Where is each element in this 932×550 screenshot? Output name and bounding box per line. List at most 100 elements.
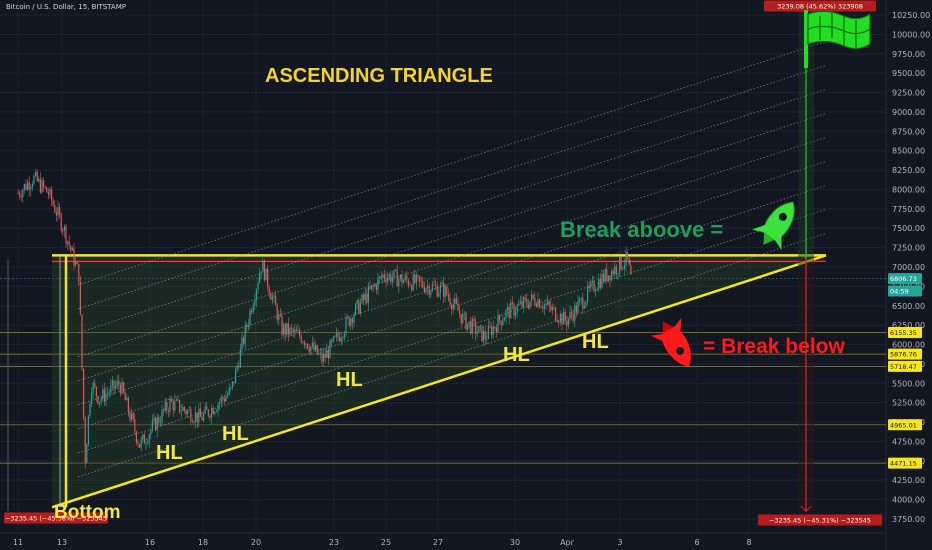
candle-body — [551, 307, 553, 311]
candle-body — [129, 412, 131, 420]
candle-body — [23, 184, 25, 190]
candle-body — [180, 410, 182, 412]
candle-body — [340, 337, 342, 341]
candle-body — [435, 285, 437, 286]
chart-title: ASCENDING TRIANGLE — [265, 65, 493, 87]
candle-body — [87, 415, 89, 445]
candle-body — [294, 329, 296, 333]
price-tag: 5876.76 — [890, 351, 917, 359]
candle-body — [110, 385, 112, 393]
candle-body — [116, 380, 118, 386]
candle-body — [444, 285, 446, 297]
candle-body — [118, 380, 120, 385]
measure-down-tag: −3235.45 (−45.31%) −323545 — [769, 517, 871, 525]
candle-body — [382, 274, 384, 278]
candle-body — [553, 307, 555, 309]
ascending-triangle — [51, 254, 827, 509]
candle-body — [507, 307, 509, 311]
y-tick-label: 7750.00 — [892, 205, 925, 214]
x-tick-label: 8 — [746, 538, 751, 547]
candle-body — [28, 182, 30, 190]
candle-body — [171, 398, 173, 402]
candle-body — [315, 345, 317, 351]
candle-body — [583, 306, 585, 309]
candle-body — [555, 307, 557, 321]
horizontal-levels — [0, 278, 886, 464]
candle-body — [100, 398, 102, 402]
candle-body — [115, 385, 117, 389]
candle-body — [198, 408, 200, 423]
candle-body — [532, 294, 534, 298]
candle-body — [137, 441, 139, 444]
candle-body — [89, 403, 91, 416]
candle-body — [276, 305, 278, 320]
candle-body — [159, 422, 161, 424]
y-tick-label: 8500.00 — [892, 147, 925, 156]
candle-body — [46, 187, 48, 193]
hl-label: HL — [582, 331, 609, 353]
candle-body — [107, 393, 109, 394]
candle-body — [390, 274, 392, 283]
candle-body — [278, 314, 280, 320]
price-tag: 04:59 — [890, 288, 909, 296]
candle-body — [436, 285, 438, 297]
candle-body — [559, 314, 561, 323]
candle-body — [233, 381, 235, 384]
candle-body — [503, 318, 505, 321]
candle-body — [316, 345, 318, 355]
candle-body — [235, 368, 237, 384]
candle-body — [550, 305, 552, 311]
candle-body — [545, 304, 547, 306]
candle-body — [547, 301, 549, 305]
candle-body — [495, 327, 497, 333]
candle-body — [395, 269, 397, 271]
candle-body — [359, 302, 361, 314]
candle-body — [564, 311, 566, 321]
candle-body — [193, 421, 195, 423]
y-tick-label: 9500.00 — [892, 69, 925, 78]
candle-body — [38, 178, 40, 182]
candle-body — [443, 283, 445, 297]
candle-body — [527, 304, 529, 309]
break-above-label: Break aboove = — [560, 217, 723, 242]
candle-body — [326, 350, 328, 358]
candle-body — [411, 285, 413, 290]
candle-body — [473, 318, 475, 322]
candle-body — [457, 303, 459, 311]
candle-body — [196, 412, 198, 423]
candle-body — [30, 186, 32, 190]
x-tick-label: 20 — [251, 538, 261, 547]
measure-down-tag-bg — [758, 514, 882, 526]
candle-body — [71, 248, 73, 251]
measure-left-tag: −3235.45 (−45.38%) −323545 — [5, 515, 107, 523]
candle-body — [73, 248, 75, 266]
y-tick-label: 4750.00 — [892, 437, 925, 446]
candle-body — [575, 305, 577, 313]
candle-body — [487, 325, 489, 339]
candle-body — [609, 275, 611, 281]
candle-body — [612, 270, 614, 275]
candle-body — [428, 285, 430, 295]
candle-body — [339, 336, 341, 341]
candle-body — [68, 241, 70, 246]
candle-body — [407, 279, 409, 286]
candle-body — [255, 289, 257, 301]
candle-body — [167, 410, 169, 412]
candle-body — [307, 343, 309, 349]
candle-body — [468, 321, 470, 324]
candle-body — [427, 285, 429, 289]
candle-body — [203, 413, 205, 421]
candle-body — [54, 205, 56, 213]
candle-body — [63, 226, 65, 232]
channel-line — [77, 64, 827, 310]
x-tick-label: 18 — [198, 538, 208, 547]
candle-body — [236, 365, 238, 369]
channel-line — [77, 136, 827, 382]
y-tick-label: 9000.00 — [892, 108, 925, 117]
candle-body — [131, 413, 133, 420]
candle-body — [204, 406, 206, 414]
candle-body — [84, 418, 86, 464]
candle-body — [601, 273, 603, 288]
y-tick-label: 10000.00 — [892, 30, 930, 39]
candle-body — [121, 382, 123, 394]
